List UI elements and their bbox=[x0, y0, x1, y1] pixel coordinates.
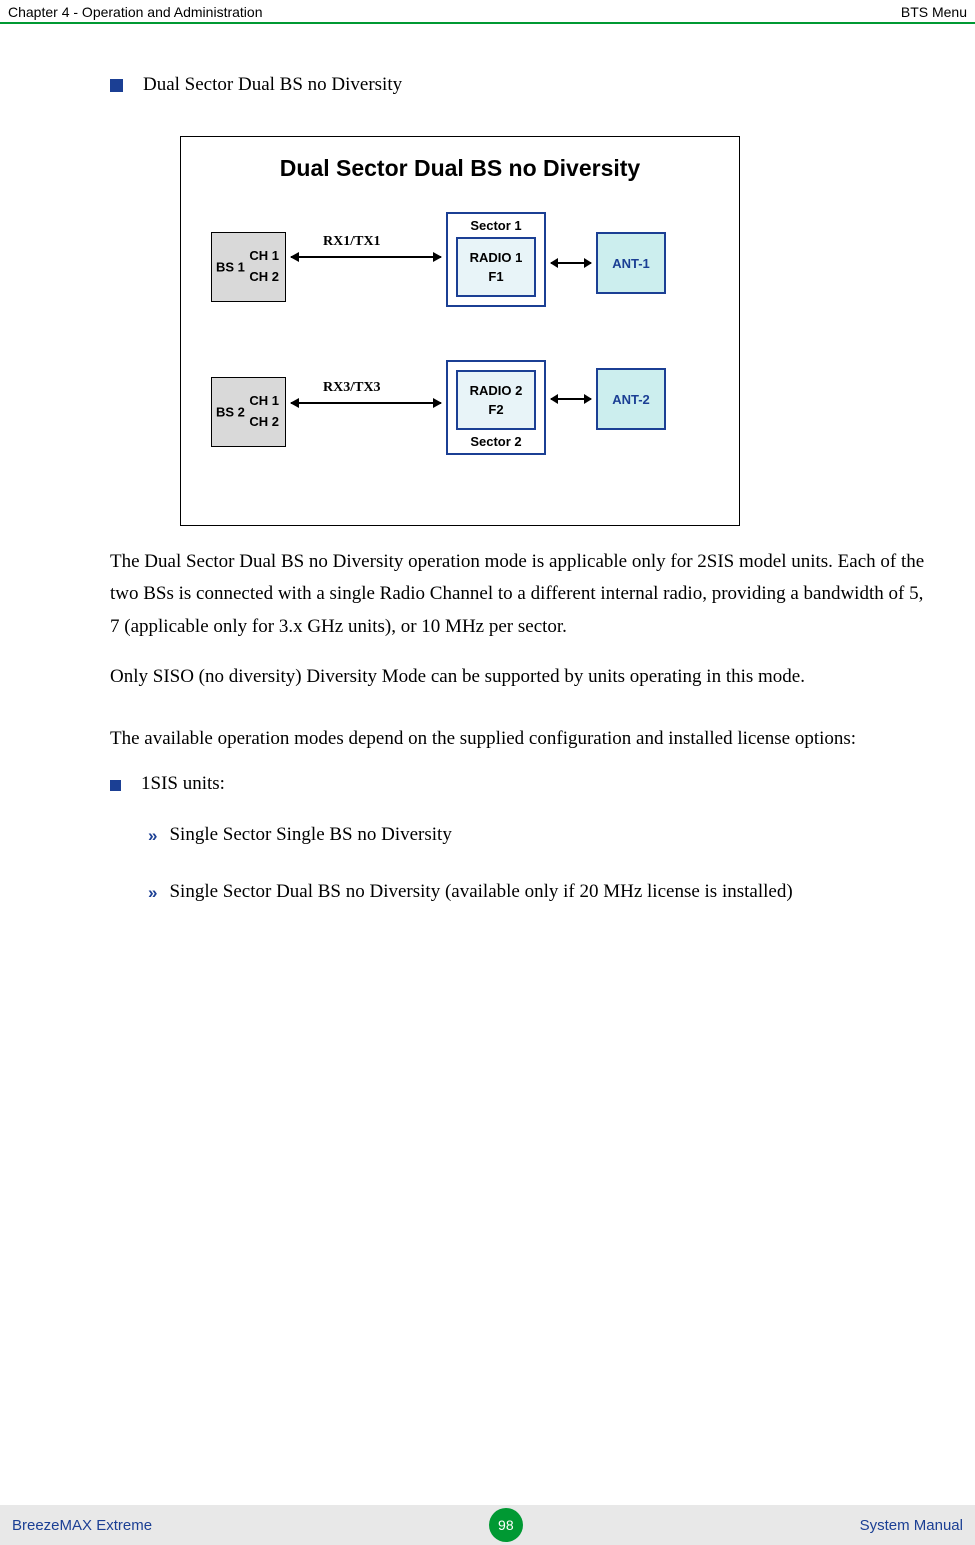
bs2-label: BS 2 bbox=[216, 405, 245, 420]
bs1-channels: CH 1 CH 2 bbox=[249, 246, 279, 288]
diagram-title: Dual Sector Dual BS no Diversity bbox=[201, 155, 719, 182]
header-right: BTS Menu bbox=[901, 4, 967, 20]
ant1-box: ANT-1 bbox=[596, 232, 666, 294]
footer-right: System Manual bbox=[860, 1517, 963, 1534]
content-area: Dual Sector Dual BS no Diversity Dual Se… bbox=[0, 24, 975, 908]
sector2-box: RADIO 2 F2 Sector 2 bbox=[446, 360, 546, 455]
link1-arrow bbox=[291, 256, 441, 258]
bs1-ch1: CH 1 bbox=[249, 248, 279, 263]
ant1-arrow bbox=[551, 262, 591, 264]
bs2-channels: CH 1 CH 2 bbox=[249, 391, 279, 433]
paragraph-2: Only SISO (no diversity) Diversity Mode … bbox=[110, 661, 935, 693]
header-left: Chapter 4 - Operation and Administration bbox=[8, 4, 262, 20]
sublist-item-1: » Single Sector Single BS no Diversity bbox=[148, 819, 935, 851]
bs1-box: BS 1 CH 1 CH 2 bbox=[211, 232, 286, 302]
page-number: 98 bbox=[489, 1508, 523, 1542]
sector1-box: Sector 1 RADIO 1 F1 bbox=[446, 212, 546, 307]
footer-left: BreezeMAX Extreme bbox=[12, 1517, 152, 1534]
radio1-box: RADIO 1 F1 bbox=[456, 237, 536, 297]
ant2-box: ANT-2 bbox=[596, 368, 666, 430]
section-title-row: Dual Sector Dual BS no Diversity bbox=[110, 74, 935, 96]
list-item-1sis: 1SIS units: bbox=[110, 773, 935, 795]
page-header: Chapter 4 - Operation and Administration… bbox=[0, 0, 975, 24]
link1-label: RX1/TX1 bbox=[323, 234, 381, 250]
sector1-label: Sector 1 bbox=[448, 218, 544, 233]
link2-arrow bbox=[291, 402, 441, 404]
sublist-item-2-text: Single Sector Dual BS no Diversity (avai… bbox=[169, 876, 792, 908]
page-footer: BreezeMAX Extreme 98 System Manual bbox=[0, 1505, 975, 1545]
section-title: Dual Sector Dual BS no Diversity bbox=[143, 74, 402, 96]
sector2-label: Sector 2 bbox=[448, 434, 544, 449]
diagram-container: Dual Sector Dual BS no Diversity BS 1 CH… bbox=[180, 136, 740, 526]
bs2-box: BS 2 CH 1 CH 2 bbox=[211, 377, 286, 447]
radio1-freq: F1 bbox=[488, 267, 503, 287]
radio2-freq: F2 bbox=[488, 400, 503, 420]
paragraph-1: The Dual Sector Dual BS no Diversity ope… bbox=[110, 546, 935, 643]
bs2-ch2: CH 2 bbox=[249, 414, 279, 429]
ant2-arrow bbox=[551, 398, 591, 400]
chevron-icon: » bbox=[148, 822, 153, 851]
sublist-item-2: » Single Sector Dual BS no Diversity (av… bbox=[148, 876, 935, 908]
bullet-icon bbox=[110, 780, 121, 791]
chevron-icon: » bbox=[148, 879, 153, 908]
bs2-ch1: CH 1 bbox=[249, 393, 279, 408]
bullet-icon bbox=[110, 79, 123, 92]
radio2-name: RADIO 2 bbox=[470, 381, 523, 401]
bs1-ch2: CH 2 bbox=[249, 269, 279, 284]
link2-label: RX3/TX3 bbox=[323, 380, 381, 396]
radio1-name: RADIO 1 bbox=[470, 248, 523, 268]
list-item-1sis-text: 1SIS units: bbox=[141, 773, 225, 795]
diagram-body: BS 1 CH 1 CH 2 BS 2 CH 1 CH 2 RX1/TX1 RX… bbox=[201, 212, 719, 512]
sublist-item-1-text: Single Sector Single BS no Diversity bbox=[169, 819, 451, 851]
paragraph-3: The available operation modes depend on … bbox=[110, 723, 935, 755]
radio2-box: RADIO 2 F2 bbox=[456, 370, 536, 430]
bs1-label: BS 1 bbox=[216, 260, 245, 275]
